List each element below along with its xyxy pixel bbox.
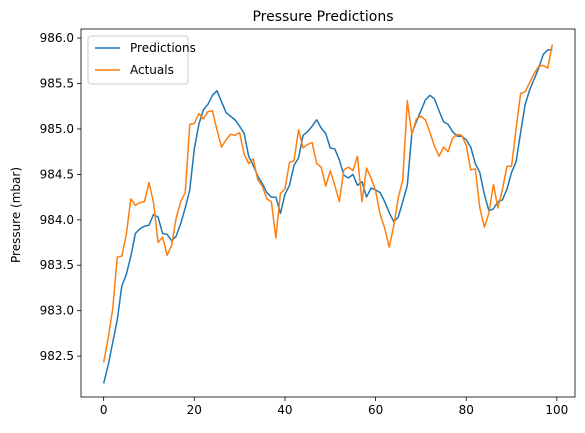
legend-label-actuals: Actuals: [130, 63, 174, 77]
series-line-predictions: [102, 49, 553, 384]
y-tick-label: 984.5: [40, 167, 74, 181]
plot-lines: [102, 44, 554, 384]
x-tick-label: 80: [459, 403, 474, 417]
legend: Predictions Actuals: [87, 35, 196, 85]
x-tick-label: 20: [187, 403, 202, 417]
y-axis-ticks: 982.5 983.0 983.5 984.0 984.5 985.0 985.5 986.0: [40, 31, 81, 363]
y-tick-label: 985.0: [40, 122, 74, 136]
y-tick-label: 986.0: [40, 31, 74, 45]
y-tick-label: 982.5: [40, 349, 74, 363]
series-line-actuals: [102, 44, 554, 363]
x-tick-label: 60: [368, 403, 383, 417]
x-tick-label: 0: [100, 403, 108, 417]
x-tick-label: 100: [545, 403, 568, 417]
y-axis-label: Pressure (mbar): [9, 167, 23, 263]
axes-frame: [80, 28, 576, 398]
y-tick-label: 984.0: [40, 213, 74, 227]
chart-title: Pressure Predictions: [252, 9, 393, 25]
y-tick-label: 985.5: [40, 77, 74, 91]
legend-label-predictions: Predictions: [130, 41, 196, 55]
y-tick-label: 983.5: [40, 258, 74, 272]
x-tick-label: 40: [277, 403, 292, 417]
x-axis-ticks: 0 20 40 60 80 100: [100, 397, 568, 417]
y-tick-label: 983.0: [40, 304, 74, 318]
